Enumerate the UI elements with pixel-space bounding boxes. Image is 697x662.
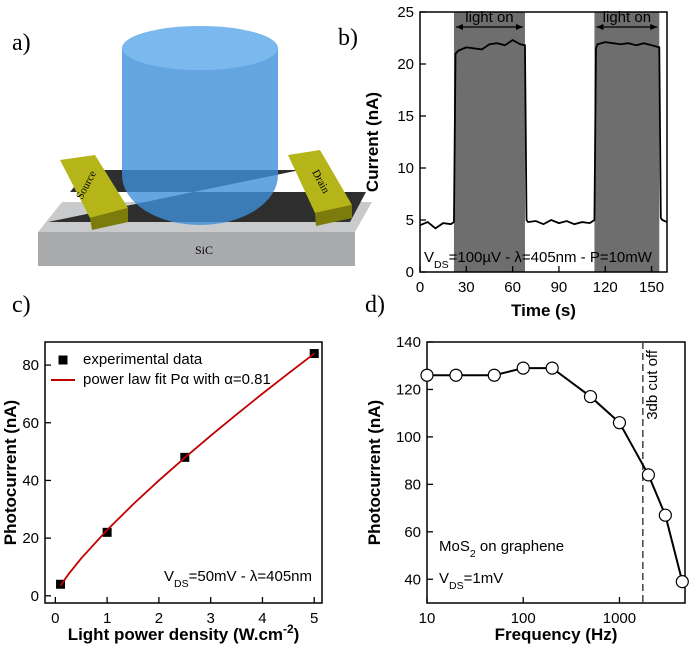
y-axis-label: Photocurrent (nA) xyxy=(1,400,20,545)
data-point xyxy=(545,361,559,375)
x-axis-label: Time (s) xyxy=(511,301,576,320)
arrow-head xyxy=(596,24,658,30)
x-tick-label: 10 xyxy=(419,610,436,627)
x-tick-label: 150 xyxy=(639,279,664,296)
drain-pad-side xyxy=(315,205,352,226)
y-tick-label: 10 xyxy=(397,160,414,177)
data-point xyxy=(675,575,689,589)
text-part: MoS xyxy=(439,538,470,555)
data-point xyxy=(516,361,530,375)
annotation: VDS=1mV xyxy=(439,570,503,592)
source-pad-side xyxy=(90,208,128,230)
light-region xyxy=(594,12,660,272)
x-tick-label: 60 xyxy=(504,279,521,296)
data-point xyxy=(420,368,434,382)
y-tick-label: 60 xyxy=(22,415,39,432)
data-point xyxy=(487,368,501,382)
y-tick-label: 0 xyxy=(406,264,414,281)
arrow-head xyxy=(455,24,523,30)
x-axis-label: Frequency (Hz) xyxy=(495,625,618,644)
x-tick-label: 5 xyxy=(310,610,318,627)
y-tick-label: 40 xyxy=(22,472,39,489)
annotation: VDS=50mV - λ=405nm xyxy=(164,568,312,590)
text-part: 2 xyxy=(470,548,476,560)
text-part: =1mV xyxy=(464,570,504,587)
data-point xyxy=(658,508,672,522)
text-part: -2 xyxy=(283,622,294,636)
y-axis-label: Current (nA) xyxy=(363,92,382,192)
y-tick-label: 20 xyxy=(22,530,39,547)
data-point xyxy=(641,468,656,482)
y-tick-label: 100 xyxy=(396,429,421,446)
text-part: V xyxy=(164,568,174,585)
data-point xyxy=(583,389,598,404)
data-point xyxy=(102,527,112,537)
panel-label: d) xyxy=(365,292,385,318)
text-part: Light power density (W.cm xyxy=(68,625,283,644)
legend-marker xyxy=(58,355,68,365)
data-line xyxy=(419,39,668,230)
text-part: DS xyxy=(449,580,464,592)
legend-label: experimental data xyxy=(83,351,203,368)
text-part: ) xyxy=(294,625,300,644)
text-part: =100µV - λ=405nm - P=10mW xyxy=(449,249,653,266)
text-part: on graphene xyxy=(476,538,564,555)
substrate-front xyxy=(38,232,355,266)
text-part: DS xyxy=(434,259,449,271)
x-tick-label: 1000 xyxy=(603,610,636,627)
text-part: V xyxy=(424,249,434,266)
region-label: light on xyxy=(603,9,651,26)
text-part: V xyxy=(439,570,449,587)
x-tick-label: 0 xyxy=(51,610,59,627)
annotation: VDS=100µV - λ=405nm - P=10mW xyxy=(424,249,653,271)
panel-label: a) xyxy=(12,30,31,56)
plot-frame xyxy=(44,341,323,604)
y-tick-label: 80 xyxy=(404,476,421,493)
annotation: MoS2 on graphene xyxy=(439,538,564,560)
x-tick-label: 120 xyxy=(593,279,618,296)
y-tick-label: 20 xyxy=(397,56,414,73)
data-point xyxy=(612,416,627,430)
droplet-body xyxy=(122,48,278,225)
x-tick-label: 30 xyxy=(458,279,475,296)
text-part: =50mV - λ=405nm xyxy=(189,568,312,585)
plot-frame xyxy=(419,11,668,273)
x-tick-label: 4 xyxy=(258,610,266,627)
panel-label: c) xyxy=(12,292,31,318)
substrate-label: SiC xyxy=(195,243,213,257)
x-tick-label: 3 xyxy=(207,610,215,627)
x-axis-label: Light power density (W.cm-2) xyxy=(68,622,300,644)
text-part: DS xyxy=(174,578,189,590)
panel-label: b) xyxy=(338,25,358,51)
x-tick-label: 100 xyxy=(511,610,536,627)
legend-label: power law fit Pα with α=0.81 xyxy=(83,371,271,388)
illustration: Source Drain SiC a) xyxy=(12,26,372,266)
data-line xyxy=(59,352,315,587)
x-tick-label: 90 xyxy=(551,279,568,296)
light-region xyxy=(453,12,525,272)
y-tick-label: 40 xyxy=(404,571,421,588)
region-label: light on xyxy=(465,9,513,26)
y-tick-label: 5 xyxy=(406,212,414,229)
x-tick-label: 2 xyxy=(155,610,163,627)
y-tick-label: 15 xyxy=(397,108,414,125)
y-tick-label: 80 xyxy=(22,357,39,374)
source-pad xyxy=(60,155,128,218)
y-axis-label: Photocurrent (nA) xyxy=(365,400,384,545)
y-tick-label: 0 xyxy=(31,588,39,605)
y-tick-label: 25 xyxy=(397,4,414,21)
drain-pad xyxy=(288,150,352,213)
plot-frame xyxy=(426,341,686,604)
y-tick-label: 60 xyxy=(404,524,421,541)
data-line xyxy=(427,367,684,582)
data-point xyxy=(449,368,463,382)
x-tick-label: 1 xyxy=(103,610,111,627)
x-tick-label: 0 xyxy=(416,279,424,296)
droplet-top xyxy=(122,26,278,70)
y-tick-label: 140 xyxy=(396,334,421,351)
y-tick-label: 120 xyxy=(396,381,421,398)
cutoff-label: 3db cut off xyxy=(644,349,661,420)
